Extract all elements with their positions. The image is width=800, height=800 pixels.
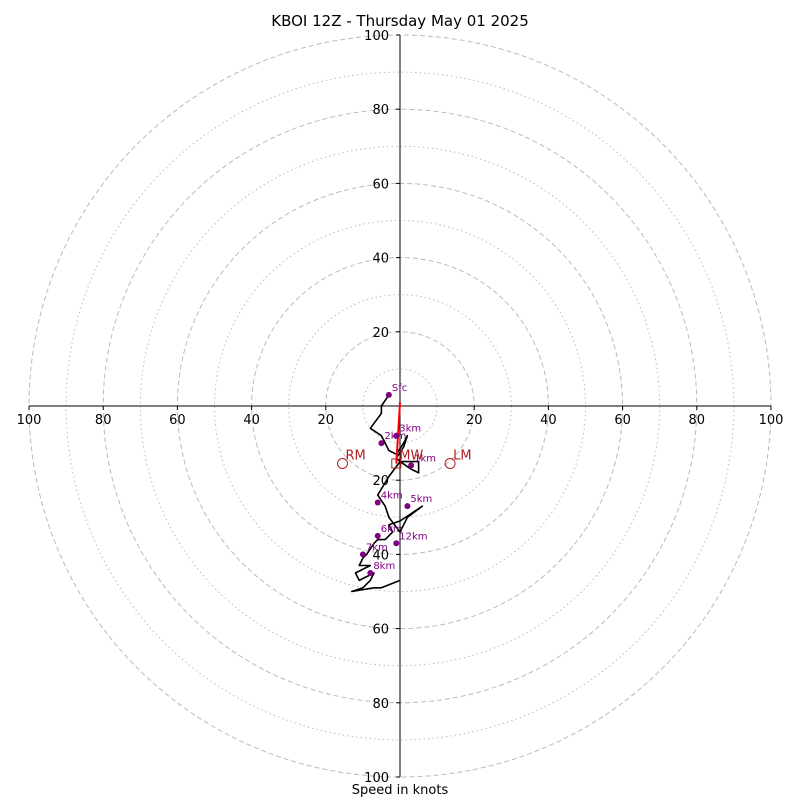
height-label-5km: 5km	[410, 494, 432, 505]
storm-marker-rm	[336, 458, 348, 470]
height-label-12km: 12km	[399, 531, 427, 542]
y-tick-label: 100	[364, 771, 389, 786]
tick-labels: 100 80 60 40 20 20 40 60 80 100 100 80 60 40 20 20 40 60 8…	[17, 29, 784, 786]
x-tick-label: 40	[540, 413, 557, 428]
height-label-1km: 1km	[414, 453, 436, 464]
height-point-5km	[404, 503, 411, 510]
height-label-3km: 3km	[399, 424, 421, 435]
height-point-12km	[393, 540, 400, 547]
height-point-1km	[408, 462, 415, 469]
y-tick-label: 80	[372, 103, 389, 118]
height-label-sfc: Sfc	[392, 383, 407, 394]
height-label-6km: 6km	[381, 524, 403, 535]
y-tick-label: 60	[372, 177, 389, 192]
x-tick-label: 80	[95, 413, 112, 428]
x-tick-label: 80	[689, 413, 706, 428]
height-point-sfc	[385, 391, 392, 398]
height-point-4km	[374, 499, 381, 506]
x-tick-label: 40	[243, 413, 260, 428]
height-point-2km	[378, 440, 385, 447]
hodograph-trace	[350, 394, 424, 593]
x-tick-label: 60	[169, 413, 186, 428]
x-tick-label: 60	[614, 413, 631, 428]
storm-label-rm: RM	[345, 449, 365, 464]
x-tick-label: 100	[759, 413, 784, 428]
height-label-4km: 4km	[381, 490, 403, 501]
x-axis-label: Speed in knots	[351, 783, 449, 798]
height-point-8km	[367, 569, 374, 576]
height-point-7km	[359, 551, 366, 558]
hodograph-line	[350, 394, 424, 593]
storm-label-lm: LM	[453, 449, 471, 464]
y-tick-label: 100	[364, 29, 389, 44]
x-tick-label: 100	[17, 413, 42, 428]
height-label-8km: 8km	[373, 561, 395, 572]
chart-title: KBOI 12Z - Thursday May 01 2025	[271, 12, 529, 30]
height-point-3km	[393, 432, 400, 439]
x-tick-label: 20	[318, 413, 335, 428]
storm-label-mw: MW	[399, 449, 423, 464]
storm-motion-markers: RM LM MW	[336, 449, 472, 470]
shear-vector	[395, 402, 401, 464]
y-tick-label: 40	[372, 252, 389, 267]
y-tick-label: 20	[372, 326, 389, 341]
y-tick-label: 20	[372, 474, 389, 489]
y-tick-label: 60	[372, 623, 389, 638]
height-markers: Sfc1km2km3km4km5km6km7km8km12km	[359, 383, 436, 576]
storm-marker-lm	[444, 458, 456, 470]
x-tick-label: 20	[466, 413, 483, 428]
storm-marker-mw	[391, 458, 402, 469]
height-point-6km	[374, 532, 381, 539]
height-label-7km: 7km	[366, 542, 388, 553]
y-tick-label: 80	[372, 697, 389, 712]
y-tick-label: 40	[372, 548, 389, 563]
